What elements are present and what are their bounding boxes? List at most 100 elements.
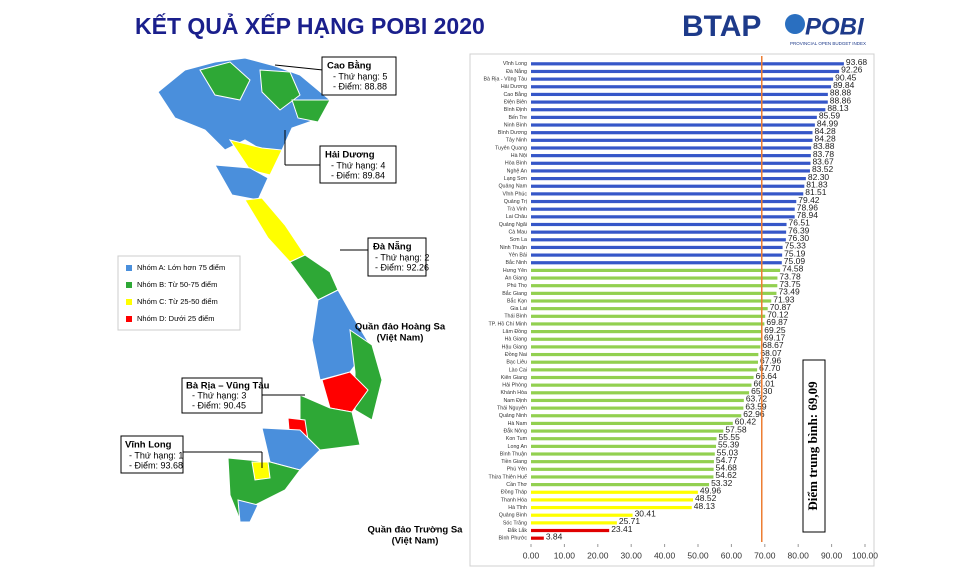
legend: Nhóm A: Lớn hơn 75 điểm Nhóm B: Từ 50-75 …	[126, 263, 225, 323]
y-tick-label: Thái Nguyên	[497, 406, 527, 412]
value-label: 63.59	[745, 401, 767, 411]
map-region	[214, 164, 269, 201]
pobi-icon	[785, 14, 805, 34]
bar	[531, 437, 717, 441]
bar	[531, 100, 828, 104]
value-label: 71.93	[773, 294, 795, 304]
x-tick-label: 0.00	[523, 550, 540, 560]
bar	[531, 192, 804, 196]
y-tick-label: Thừa Thiên Huế	[489, 474, 528, 480]
y-tick-label: Cao Bằng	[503, 91, 527, 98]
value-label: 75.09	[784, 256, 806, 266]
value-label: 84.28	[814, 126, 836, 136]
pobi-caption: PROVINCIAL OPEN BUDGET INDEX	[790, 41, 866, 46]
map-region	[251, 461, 271, 481]
bar	[531, 69, 840, 74]
value-label: 75.19	[784, 248, 806, 258]
value-label: 79.42	[798, 195, 820, 205]
legend-swatch	[126, 316, 132, 322]
bar	[531, 307, 768, 311]
bar	[531, 215, 795, 219]
bar	[531, 161, 811, 165]
callout-rank: - Thứ hạng: 5	[333, 71, 387, 81]
bar	[531, 276, 778, 280]
bar	[531, 146, 812, 150]
callout-score: - Điểm: 90.45	[192, 400, 246, 410]
y-tick-label: Quảng Trị	[504, 199, 527, 205]
value-label: 83.52	[812, 164, 834, 174]
map-region	[199, 61, 251, 101]
y-tick-label: Bà Rịa - Vũng Tàu	[484, 77, 528, 83]
bar	[531, 108, 826, 112]
value-label: 92.26	[841, 65, 863, 75]
callout-name: Bà Rịa – Vũng Tàu	[186, 381, 270, 392]
value-label: 83.78	[813, 149, 835, 159]
x-tick-label: 40.00	[654, 550, 676, 560]
bar	[531, 490, 698, 494]
callout-rank: - Thứ hạng: 2	[375, 252, 429, 262]
y-tick-label: Bình Dương	[498, 130, 527, 136]
map-region	[289, 254, 339, 301]
value-label: 73.49	[778, 287, 800, 297]
y-tick-label: Lai Châu	[506, 214, 527, 220]
value-label: 69.25	[764, 325, 786, 335]
y-tick-label: Long An	[508, 444, 527, 450]
y-tick-label: Quảng Ninh	[499, 413, 527, 419]
y-tick-label: Tây Ninh	[506, 138, 527, 144]
callout-box	[321, 56, 397, 96]
island-name: Quần đảo Hoàng Sa	[355, 322, 446, 333]
legend-box	[117, 255, 241, 331]
y-tick-label: Bắc Giang	[502, 290, 527, 297]
value-label: 78.96	[797, 202, 819, 212]
x-tick-label: 80.00	[788, 550, 810, 560]
bar	[531, 253, 783, 257]
y-tick-label: Bình Phước	[498, 536, 527, 542]
bar	[531, 391, 750, 395]
map	[157, 57, 383, 523]
value-label: 88.88	[830, 88, 852, 98]
y-tick-label: Sóc Trăng	[503, 520, 527, 526]
value-label: 54.62	[715, 470, 737, 480]
bar	[531, 368, 758, 372]
value-label: 68.67	[762, 340, 784, 350]
y-tick-label: Phú Yên	[507, 467, 527, 473]
bar	[531, 483, 710, 487]
pobi-logo: POBI	[805, 13, 865, 40]
y-tick-label: Thái Bình	[504, 314, 527, 320]
y-tick-label: Điện Biên	[504, 99, 527, 105]
value-label: 55.55	[719, 432, 741, 442]
callout-name: Cao Bằng	[327, 60, 372, 72]
x-tick-label: 60.00	[721, 550, 743, 560]
value-label: 81.83	[806, 179, 828, 189]
y-tick-label: Vĩnh Long	[503, 61, 527, 67]
y-tick-label: Lào Cai	[509, 367, 527, 373]
bar	[531, 452, 715, 456]
y-tick-label: Đà Nẵng	[506, 68, 527, 75]
y-tick-label: Bạc Liêu	[506, 360, 527, 366]
callout-box	[120, 435, 184, 474]
value-label: 73.75	[779, 279, 801, 289]
y-tick-label: Đồng Tháp	[501, 490, 527, 496]
bar	[531, 85, 832, 89]
y-tick-label: Ninh Bình	[504, 122, 527, 128]
btap-logo: BTAP	[682, 10, 761, 43]
map-region	[237, 499, 259, 523]
bar	[531, 77, 834, 81]
bar	[531, 513, 633, 517]
value-label: 66.64	[756, 371, 778, 381]
y-tick-label: An Giang	[505, 275, 527, 281]
bar	[531, 536, 544, 540]
value-label: 76.39	[788, 225, 810, 235]
value-label: 90.45	[835, 72, 857, 82]
legend-label: Nhóm D: Dưới 25 điểm	[137, 314, 214, 323]
value-label: 76.51	[789, 218, 811, 228]
value-label: 82.30	[808, 172, 830, 182]
value-label: 84.28	[814, 134, 836, 144]
legend-swatch	[126, 265, 132, 271]
map-region	[228, 139, 283, 176]
map-region	[291, 99, 331, 123]
y-tick-label: Kon Tum	[506, 436, 528, 442]
bar	[531, 123, 815, 127]
value-label: 55.03	[717, 447, 739, 457]
bar	[531, 238, 786, 242]
